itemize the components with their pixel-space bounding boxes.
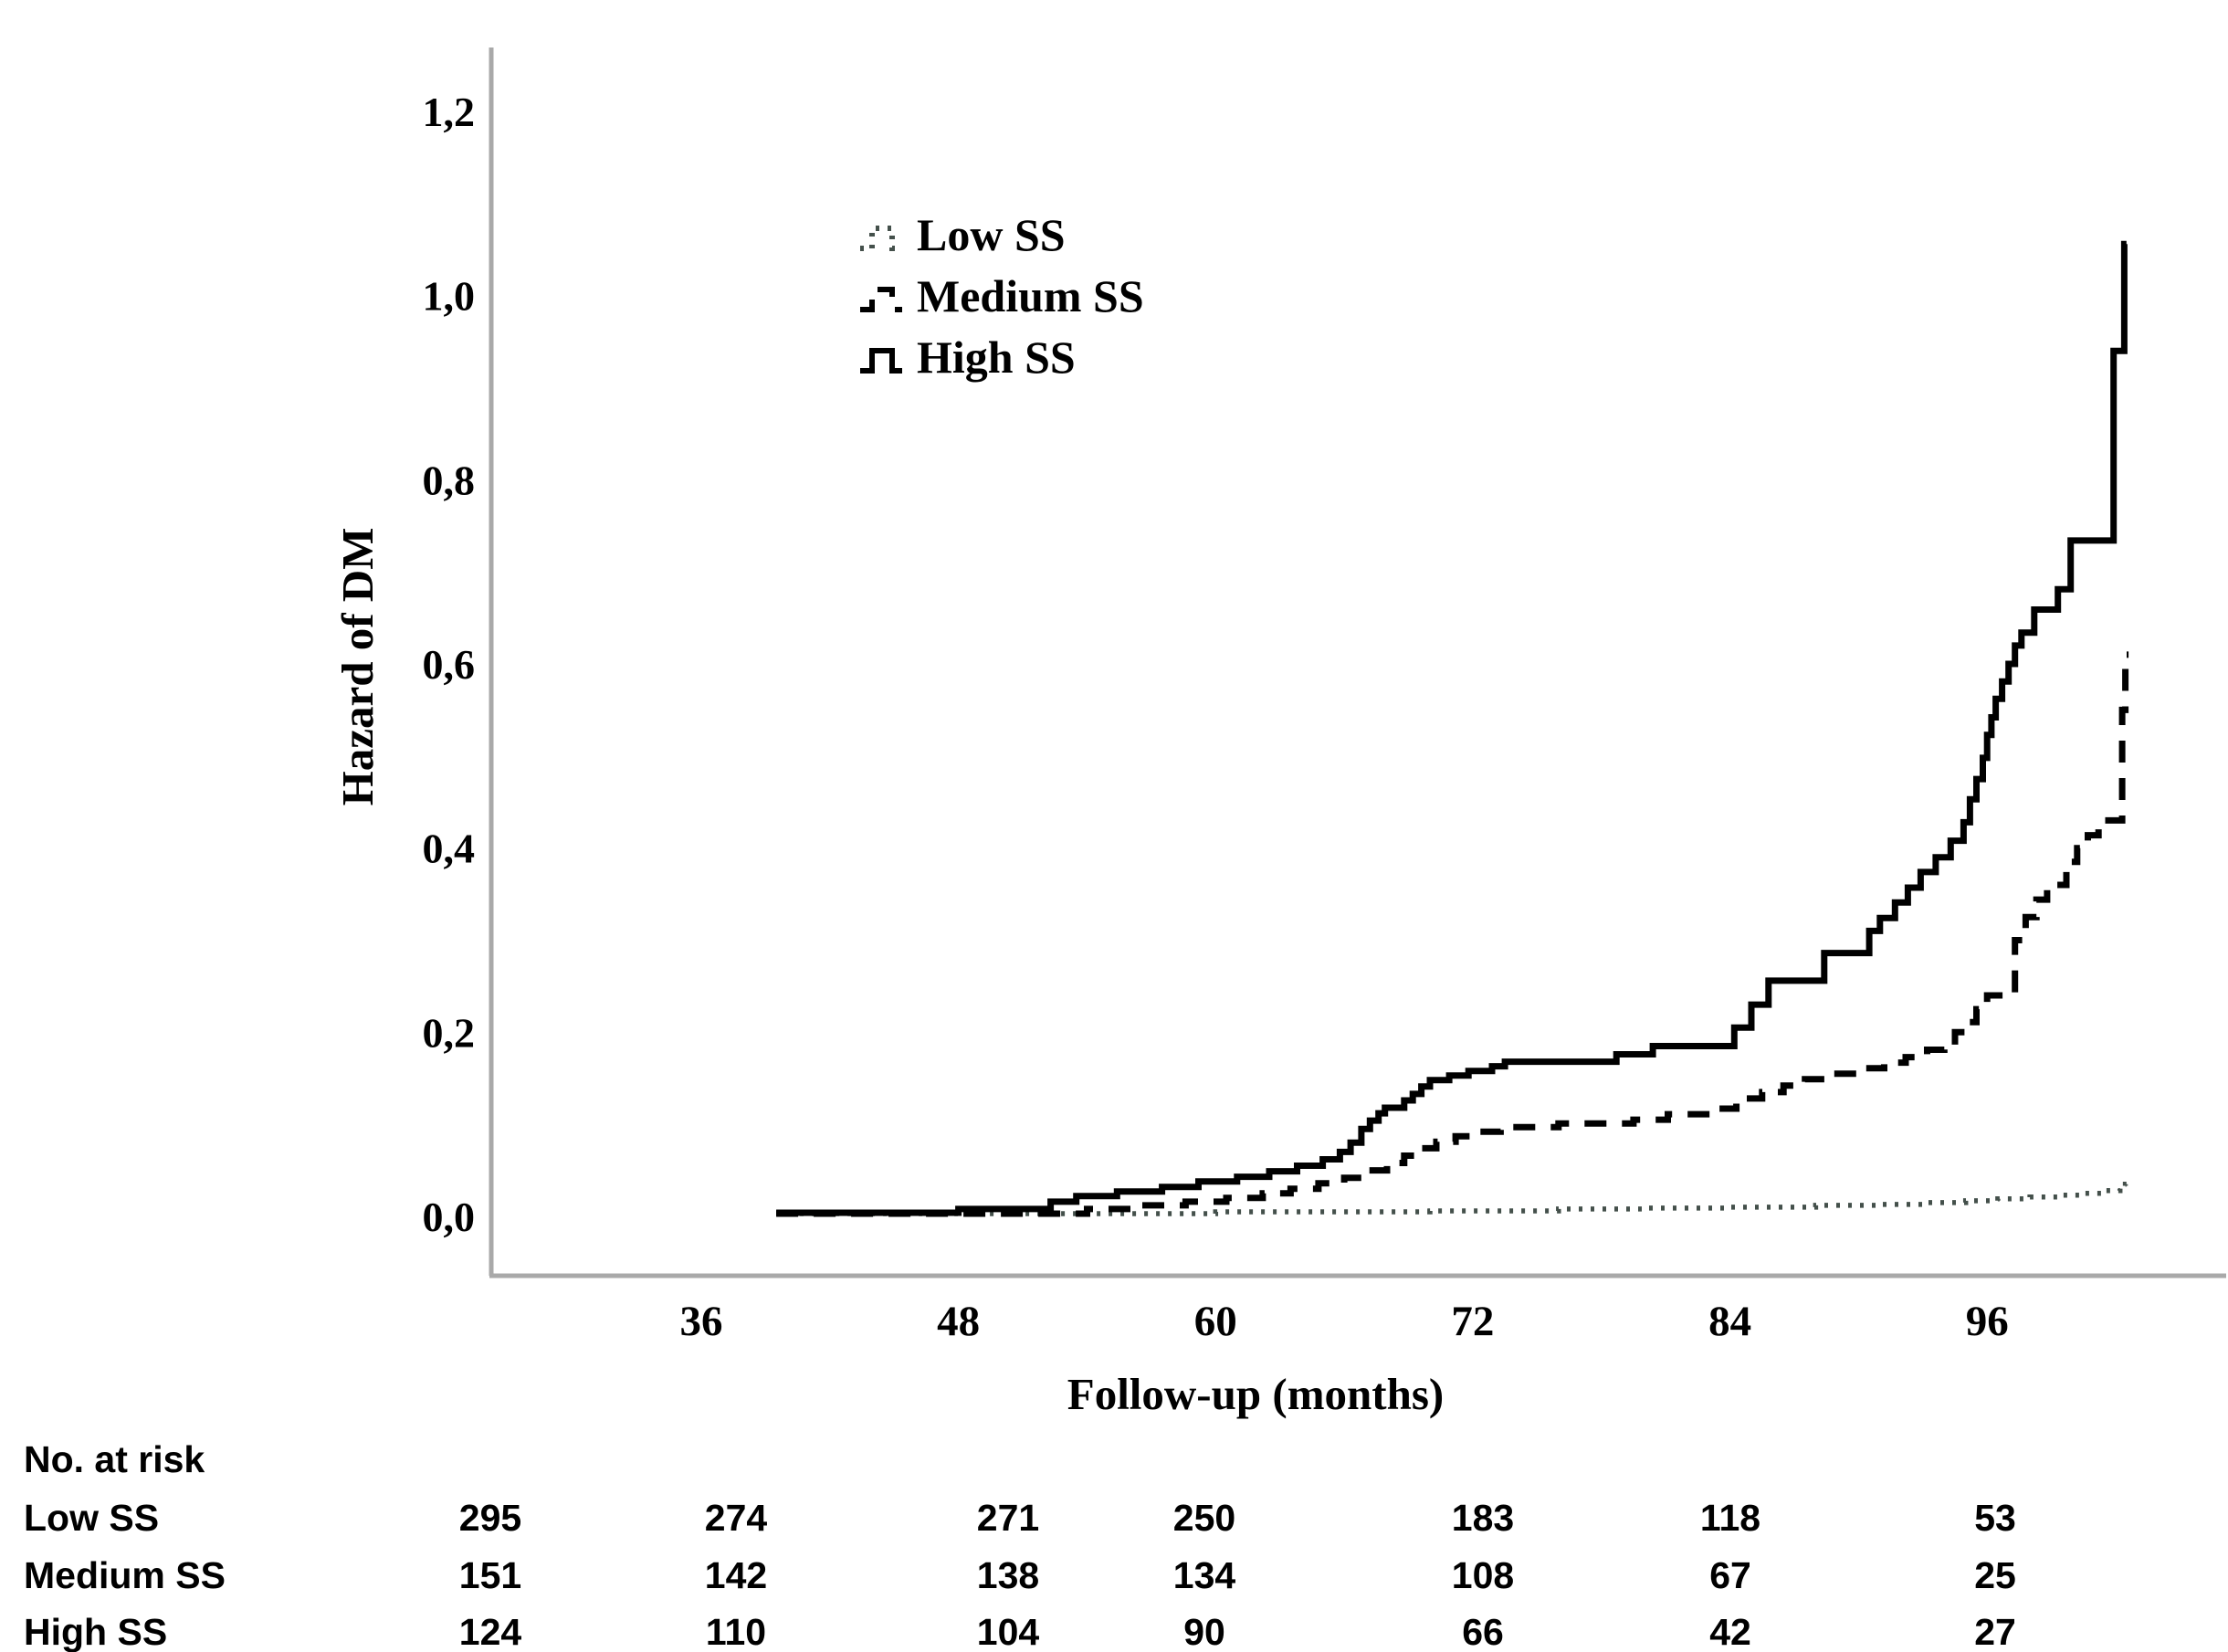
x-tick-label: 96 — [1966, 1298, 2009, 1345]
legend-dotted-step-icon — [860, 226, 902, 251]
at-risk-count: 183 — [1452, 1497, 1514, 1539]
curves — [776, 240, 2129, 1217]
at-risk-count: 250 — [1173, 1497, 1235, 1539]
low-ss-curve — [776, 1181, 2128, 1216]
legend-label: High SS — [917, 331, 1076, 383]
legend-row-medium-ss: Medium SS — [860, 270, 1144, 321]
at-risk-row-label: High SS — [24, 1611, 167, 1652]
at-risk-count: 90 — [1183, 1611, 1225, 1652]
at-risk-count: 27 — [1974, 1611, 2016, 1652]
legend-row-low-ss: Low SS — [860, 209, 1066, 260]
at-risk-table: No. at risk Low SS 295 274 271 250 183 118 53 Me… — [24, 1438, 2016, 1652]
x-tick-label: 60 — [1194, 1298, 1237, 1345]
at-risk-count: 42 — [1709, 1611, 1751, 1652]
y-tick-label: 0,4 — [423, 826, 476, 872]
at-risk-count: 110 — [706, 1611, 766, 1652]
legend-dashed-step-icon — [860, 287, 902, 312]
legend-solid-step-icon — [860, 348, 902, 374]
x-axis-title: Follow-up (months) — [1067, 1369, 1444, 1419]
at-risk-row-label: Medium SS — [24, 1554, 226, 1596]
x-tick-labels: 36 48 60 72 84 96 — [680, 1298, 2009, 1345]
y-tick-label: 1,2 — [423, 89, 476, 135]
at-risk-count: 274 — [705, 1497, 768, 1539]
at-risk-count: 108 — [1452, 1554, 1514, 1596]
at-risk-count: 151 — [459, 1554, 521, 1596]
y-axis-title: Hazard of DM — [332, 528, 383, 806]
x-tick-label: 84 — [1708, 1298, 1751, 1345]
at-risk-title: No. at risk — [24, 1438, 205, 1480]
medium-ss-curve — [776, 651, 2129, 1217]
x-tick-label: 72 — [1451, 1298, 1494, 1345]
at-risk-count: 53 — [1974, 1497, 2016, 1539]
y-tick-label: 1,0 — [423, 273, 476, 320]
y-tick-label: 0,6 — [423, 641, 476, 688]
at-risk-count: 67 — [1709, 1554, 1751, 1596]
y-tick-label: 0,0 — [423, 1194, 476, 1240]
at-risk-count: 118 — [1700, 1497, 1760, 1539]
x-tick-label: 48 — [937, 1298, 980, 1345]
at-risk-count: 138 — [977, 1554, 1039, 1596]
x-tick-label: 36 — [680, 1298, 723, 1345]
at-risk-count: 124 — [459, 1611, 522, 1652]
legend-row-high-ss: High SS — [860, 331, 1076, 383]
y-tick-label: 0,2 — [423, 1009, 476, 1056]
at-risk-row-label: Low SS — [24, 1497, 159, 1539]
y-tick-labels: 0,0 0,2 0,4 0,6 0,8 1,0 1,2 — [423, 89, 476, 1240]
legend-label: Low SS — [917, 209, 1066, 260]
at-risk-count: 104 — [977, 1611, 1040, 1652]
at-risk-count: 142 — [705, 1554, 767, 1596]
at-risk-count: 25 — [1974, 1554, 2016, 1596]
at-risk-count: 134 — [1173, 1554, 1236, 1596]
at-risk-count: 66 — [1462, 1611, 1504, 1652]
y-tick-label: 0,8 — [423, 457, 476, 503]
legend-label: Medium SS — [917, 270, 1144, 321]
legend: Low SS Medium SS High SS — [860, 209, 1144, 383]
at-risk-count: 295 — [459, 1497, 521, 1539]
axes — [489, 47, 2226, 1278]
high-ss-curve — [776, 240, 2128, 1216]
at-risk-count: 271 — [977, 1497, 1039, 1539]
